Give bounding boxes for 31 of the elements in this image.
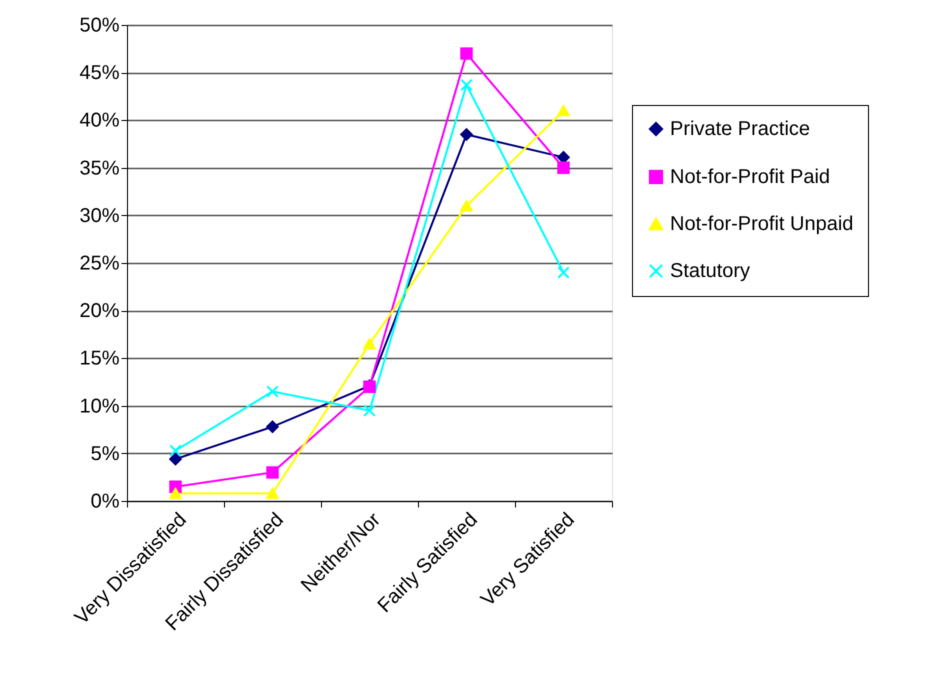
y-tick-label: 10% [79, 395, 120, 418]
point [557, 162, 570, 174]
point [169, 444, 182, 457]
point [557, 105, 570, 116]
y-tick-label: 25% [79, 252, 120, 274]
point [460, 47, 473, 60]
y-tick-label: 40% [79, 110, 120, 132]
y-tick-label: 45% [79, 62, 120, 84]
point [460, 128, 473, 141]
point [169, 488, 182, 499]
y-tick-label: 50% [79, 14, 120, 36]
y-tick-label: 5% [90, 442, 120, 465]
y-tick-label: 30% [79, 204, 120, 227]
y-tick-label: 0% [90, 490, 120, 512]
legend-label: Not-for-Profit Unpaid [670, 213, 854, 235]
legend-label: Statutory [670, 260, 750, 282]
y-tick-label: 20% [79, 300, 120, 322]
point [460, 78, 473, 92]
point [266, 385, 279, 398]
point [363, 404, 376, 417]
point [460, 200, 473, 212]
point [363, 338, 376, 350]
y-tick-label: 15% [79, 348, 120, 370]
point [169, 452, 182, 466]
y-tick-label: 35% [79, 157, 120, 180]
point [557, 266, 570, 279]
legend-label: Private Practice [670, 118, 810, 140]
legend-label: Not-for-Profit Paid [670, 166, 830, 188]
point [266, 420, 279, 433]
point [266, 488, 279, 499]
point [266, 466, 279, 479]
